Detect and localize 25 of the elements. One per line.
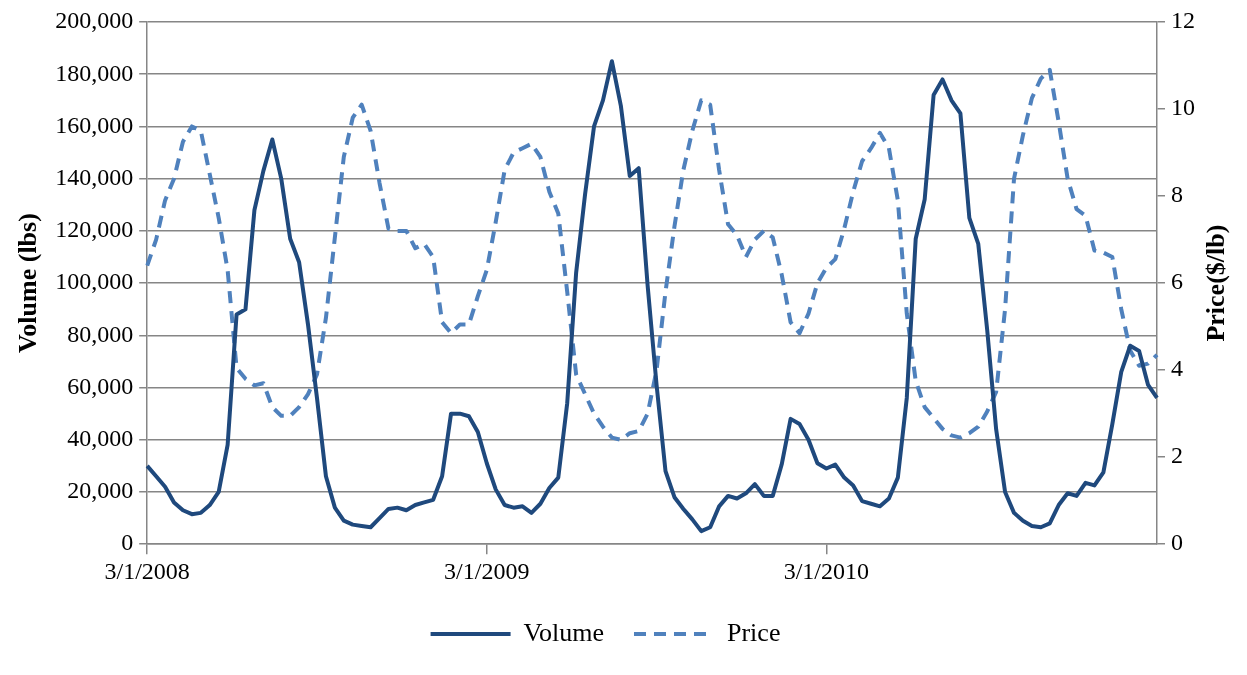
y-tick-label: 20,000 (67, 477, 134, 504)
y-tick-label: 80,000 (67, 320, 134, 347)
y2-tick-label: 10 (1171, 94, 1195, 121)
y2-tick-label: 12 (1171, 7, 1195, 34)
y-tick-label: 100,000 (55, 268, 134, 295)
y-tick-label: 180,000 (55, 59, 134, 86)
x-tick-label: 3/1/2008 (104, 557, 190, 584)
y-tick-label: 200,000 (55, 7, 134, 34)
x-tick-label: 3/1/2010 (783, 557, 870, 584)
y2-tick-label: 4 (1171, 355, 1183, 382)
y-tick-label: 40,000 (67, 425, 134, 452)
y-tick-label: 160,000 (55, 111, 134, 138)
y2-tick-label: 2 (1171, 442, 1183, 469)
legend-label: Volume (523, 617, 604, 647)
y2-tick-label: 8 (1171, 181, 1183, 208)
y-axis-title: Volume (lbs) (13, 213, 43, 354)
y2-axis-title: Price($/lb) (1200, 224, 1230, 342)
y2-tick-label: 6 (1171, 268, 1183, 295)
y-tick-label: 120,000 (55, 216, 134, 243)
y-tick-label: 0 (121, 529, 134, 556)
x-tick-label: 3/1/2009 (444, 557, 530, 584)
y-tick-label: 140,000 (55, 163, 134, 190)
legend-label: Price (727, 617, 781, 647)
y2-tick-label: 0 (1171, 529, 1183, 556)
y-tick-label: 60,000 (67, 372, 134, 399)
